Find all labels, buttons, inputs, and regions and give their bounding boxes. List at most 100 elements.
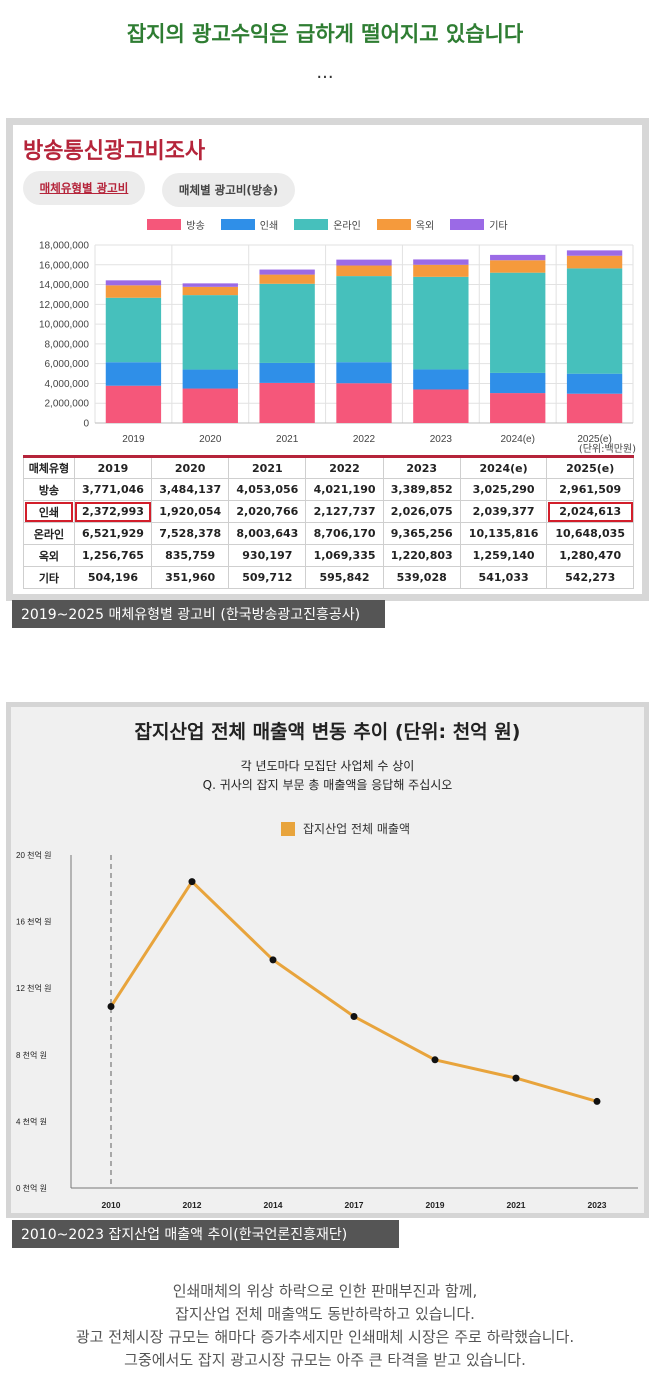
y-tick-label: 8,000,000 <box>45 339 90 350</box>
table-cell: 2,039,377 <box>459 500 548 523</box>
page-headline: 잡지의 광고수익은 급하게 떨어지고 있습니다 <box>126 22 524 46</box>
table-cell: 방송 <box>23 478 75 501</box>
bar-segment <box>182 283 238 287</box>
legend-label: 방송 <box>186 221 205 232</box>
legend-swatch <box>220 219 255 230</box>
table-cell: 2,127,737 <box>305 500 384 523</box>
x-tick-label: 2010 <box>102 1200 121 1210</box>
table-header-cell: 매체유형 <box>23 456 75 479</box>
bar-segment <box>566 255 623 269</box>
bar-segment <box>490 372 546 394</box>
table-header-cell: 2025(e) <box>546 456 634 479</box>
bar-segment <box>336 383 392 423</box>
table-cell: 9,365,256 <box>382 522 461 545</box>
table-cell: 542,273 <box>546 566 634 589</box>
data-point <box>107 1003 115 1011</box>
legend-swatch <box>281 821 295 836</box>
bar-segment <box>259 283 315 363</box>
x-tick-label: 2021 <box>276 434 299 445</box>
table-cell: 1,920,054 <box>151 500 230 523</box>
data-point <box>512 1074 520 1082</box>
legend-swatch <box>376 219 411 230</box>
table-cell: 595,842 <box>305 566 384 589</box>
bar-segment <box>566 393 623 423</box>
table-cell-highlighted: 인쇄 <box>23 500 75 523</box>
bar-segment <box>259 362 315 383</box>
bar-segment <box>413 264 469 277</box>
data-point <box>593 1097 601 1105</box>
tab-media-type[interactable]: 매체유형별 광고비 <box>23 171 145 205</box>
legend-item[interactable]: 방송 <box>147 217 205 232</box>
x-tick-label: 2023 <box>430 434 453 445</box>
body-paragraph: 인쇄매체의 위상 하락으로 인한 판매부진과 함께, 잡지산업 전체 매출액도 … <box>0 1280 650 1372</box>
figure-title: 방송통신광고비조사 <box>23 139 206 164</box>
ad-spend-figure: 방송통신광고비조사 매체유형별 광고비 매체별 광고비(방송) 방송 인쇄 온라… <box>6 118 649 601</box>
bar-segment <box>490 393 546 423</box>
legend-label: 잡지산업 전체 매출액 <box>303 822 410 836</box>
legend-label: 온라인 <box>333 221 361 232</box>
x-tick-label: 2025(e) <box>577 434 611 445</box>
body-line: 그중에서도 잡지 광고시장 규모는 아주 큰 타격을 받고 있습니다. <box>124 1351 526 1369</box>
legend-item[interactable]: 인쇄 <box>220 217 278 232</box>
table-cell: 541,033 <box>459 566 548 589</box>
table-cell: 3,389,852 <box>382 478 461 501</box>
bar-segment <box>259 274 315 284</box>
legend-item[interactable]: 옥외 <box>376 217 434 232</box>
x-tick-label: 2019 <box>426 1200 445 1210</box>
table-cell: 4,021,190 <box>305 478 384 501</box>
bar-segment <box>490 260 546 273</box>
x-tick-label: 2019 <box>122 434 145 445</box>
bar-segment <box>105 280 162 286</box>
table-cell: 8,706,170 <box>305 522 384 545</box>
bar-segment <box>413 259 469 265</box>
table-cell-highlighted: 2,372,993 <box>73 500 153 523</box>
bar-segment <box>182 369 238 389</box>
table-cell-highlighted: 2,024,613 <box>546 500 634 523</box>
figure1-caption: 2019~2025 매체유형별 광고비 (한국방송광고진흥공사) <box>12 600 385 628</box>
body-line: 광고 전체시장 규모는 해마다 증가추세지만 인쇄매체 시장은 주로 하락했습니… <box>75 1328 575 1346</box>
line-chart-title: 잡지산업 전체 매출액 변동 추이 (단위: 천억 원) <box>134 721 521 743</box>
y-tick-label: 12,000,000 <box>39 300 89 311</box>
y-tick-label: 18,000,000 <box>39 241 89 252</box>
x-tick-label: 2021 <box>507 1200 526 1210</box>
tab-broadcast[interactable]: 매체별 광고비(방송) <box>162 173 295 207</box>
table-cell: 8,003,643 <box>228 522 307 545</box>
bar-segment <box>105 362 162 386</box>
line-chart-subtitle: 각 년도마다 모집단 사업체 수 상이 <box>240 759 415 773</box>
table-cell: 7,528,378 <box>151 522 230 545</box>
bar-segment <box>182 286 238 296</box>
x-tick-label: 2020 <box>199 434 222 445</box>
table-cell: 509,712 <box>228 566 307 589</box>
bar-segment <box>105 297 162 363</box>
table-cell: 기타 <box>23 566 75 589</box>
table-cell: 6,521,929 <box>73 522 153 545</box>
tab-broadcast-label: 매체별 광고비(방송) <box>178 183 279 197</box>
legend-item[interactable]: 기타 <box>450 217 508 232</box>
y-tick-label: 12 천억 원 <box>16 983 51 993</box>
figure2-caption: 2010~2023 잡지산업 매출액 추이(한국언론진흥재단) <box>12 1220 399 1248</box>
table-cell: 539,028 <box>382 566 461 589</box>
table-cell: 1,259,140 <box>459 544 548 567</box>
bar-segment <box>490 254 546 261</box>
y-tick-label: 10,000,000 <box>39 320 89 331</box>
line-chart: 20 천억 원 16 천억 원 12 천억 원 8 천억 원 4 천억 원 0 천억 원 2… <box>16 850 638 1210</box>
table-header-cell: 2021 <box>228 456 307 479</box>
table-cell: 2,020,766 <box>228 500 307 523</box>
table-cell: 351,960 <box>151 566 230 589</box>
unit-label: (단위:백만원) <box>578 444 636 455</box>
table-row: 옥외 1,256,765 835,759 930,197 1,069,335 1… <box>23 544 634 567</box>
y-tick-label: 14,000,000 <box>39 280 89 291</box>
table-header-cell: 2023 <box>382 456 461 479</box>
y-tick-label: 20 천억 원 <box>16 850 51 860</box>
stacked-bar-chart: 18,000,000 16,000,000 14,000,000 12,000,000… <box>39 241 634 445</box>
bar-segment <box>566 250 623 256</box>
table-cell: 2,026,075 <box>382 500 461 523</box>
legend-item[interactable]: 온라인 <box>294 217 361 232</box>
table-cell: 1,280,470 <box>546 544 634 567</box>
x-tick-label: 2014 <box>264 1200 283 1210</box>
x-tick-label: 2023 <box>588 1200 607 1210</box>
table-cell: 온라인 <box>23 522 75 545</box>
y-tick-label: 4,000,000 <box>45 379 90 390</box>
bar-segment <box>490 272 546 373</box>
table-cell: 930,197 <box>228 544 307 567</box>
